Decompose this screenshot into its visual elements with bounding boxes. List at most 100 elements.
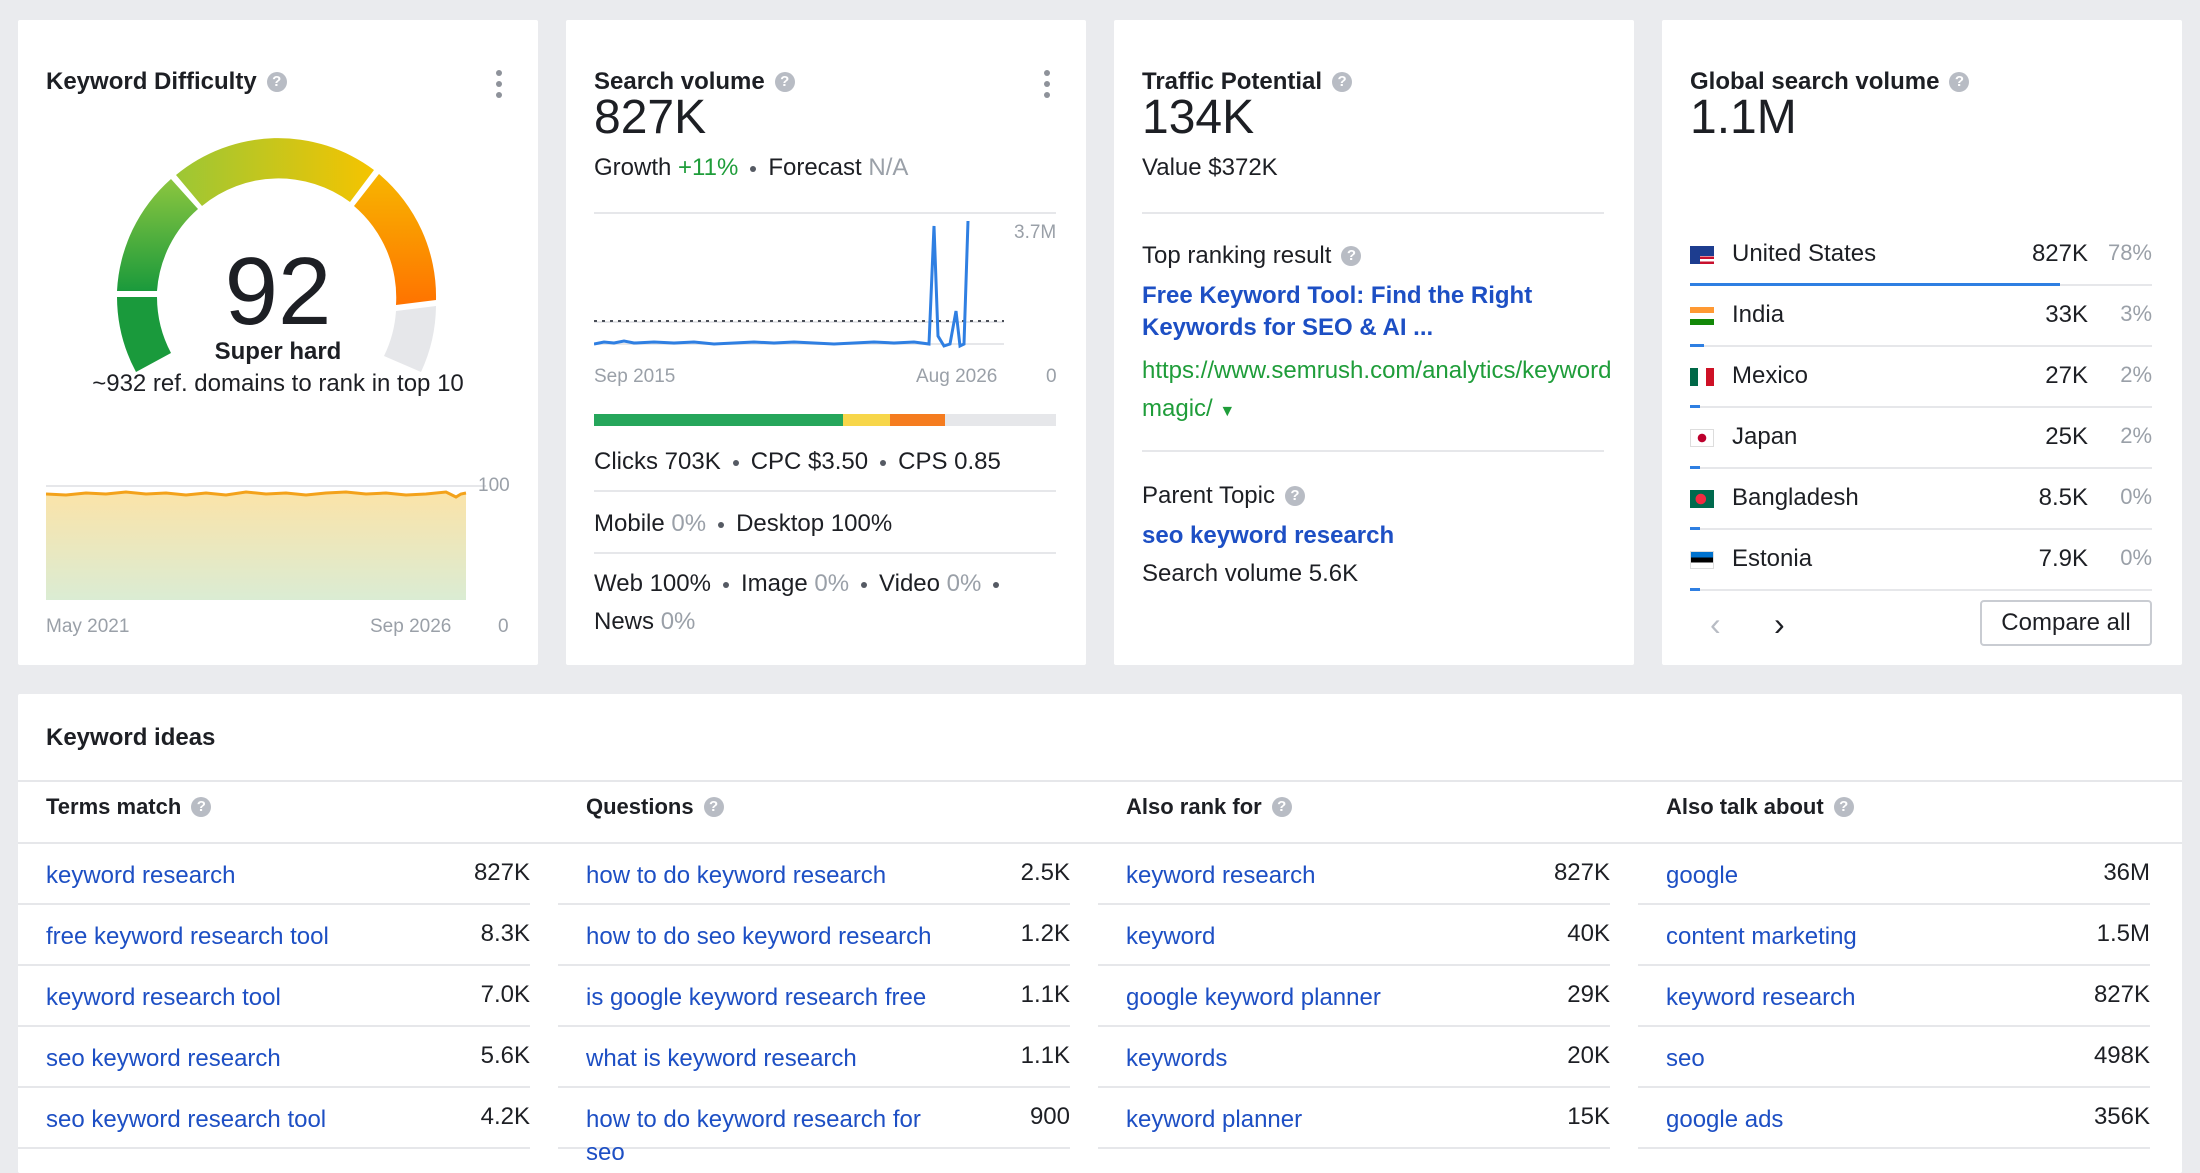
sv-image-value: 0% (814, 570, 850, 597)
tp-value: 134K (1142, 91, 1255, 144)
sv-forecast-value: N/A (868, 154, 909, 181)
tp-parent-volume: Search volume 5.6K (1142, 560, 1359, 587)
tp-top-label: Top ranking result ? (1142, 242, 1362, 270)
gsv-title-text: Global search volume (1690, 68, 1940, 95)
help-icon[interactable]: ? (191, 797, 212, 817)
keyword-ideas-column-header: Terms match? (46, 794, 212, 820)
keyword-idea-row: how to do keyword research for seo 900 (558, 1088, 1070, 1166)
kd-score: 92 (224, 238, 332, 345)
column-header-label: Questions (586, 794, 694, 819)
keyword-difficulty-card: Keyword Difficulty ? 92 Super hard ~932 … (18, 20, 538, 665)
keyword-idea-row: keyword 40K (1098, 905, 1610, 966)
caret-down-icon[interactable]: ▼ (1219, 403, 1236, 420)
tp-title: Traffic Potential ? (1142, 68, 1353, 96)
country-share: 2% (2120, 423, 2152, 448)
country-row[interactable]: Bangladesh 8.5K 0% (1690, 470, 2152, 530)
keyword-idea-volume: 2.5K (1020, 859, 1070, 886)
country-share: 78% (2107, 240, 2152, 265)
keyword-idea-link[interactable]: seo (1666, 1045, 1705, 1072)
keyword-idea-link[interactable]: keyword (1126, 923, 1216, 950)
help-icon[interactable]: ? (774, 72, 795, 92)
kd-axis-min: 0 (498, 616, 509, 637)
kd-axis-start: May 2021 (46, 616, 130, 637)
next-page-icon[interactable]: › (1774, 606, 1785, 642)
keyword-idea-link[interactable]: how to do keyword research (586, 862, 887, 889)
tp-parent-link[interactable]: seo keyword research (1142, 522, 1395, 549)
traffic-potential-card: Traffic Potential ? 134K Value $372K Top… (1114, 20, 1634, 665)
help-icon[interactable]: ? (1833, 797, 1854, 817)
help-icon[interactable]: ? (1284, 486, 1305, 506)
keyword-idea-link[interactable]: google (1666, 862, 1739, 889)
country-row[interactable]: Japan 25K 2% (1690, 409, 2152, 469)
keyword-idea-link[interactable]: keyword research (1126, 862, 1316, 889)
sv-growth-line: Growth +11% Forecast N/A (594, 154, 908, 182)
tp-top-url-text[interactable]: https://www.semrush.com/analytics/keywor… (1142, 357, 1612, 422)
country-row[interactable]: India 33K 3% (1690, 287, 2152, 347)
sv-axis-min: 0 (1046, 366, 1057, 387)
keyword-idea-link[interactable]: is google keyword research free (586, 984, 927, 1011)
country-share: 0% (2120, 484, 2152, 509)
keyword-idea-link[interactable]: google keyword planner (1126, 984, 1381, 1011)
keyword-idea-link[interactable]: seo keyword research tool (46, 1106, 327, 1133)
sv-serp-line: Web 100% Image 0% Video 0% (594, 570, 1011, 598)
country-volume: 7.9K (2038, 545, 2088, 572)
sv-video-value: 0% (946, 570, 982, 597)
country-volume: 27K (2045, 362, 2088, 389)
keyword-idea-volume: 1.1K (1020, 981, 1070, 1008)
help-icon[interactable]: ? (1341, 246, 1362, 266)
compare-all-button[interactable]: Compare all (1980, 600, 2152, 646)
keyword-idea-link[interactable]: keywords (1126, 1045, 1228, 1072)
keyword-idea-link[interactable]: how to do keyword research for seo (586, 1106, 921, 1166)
country-share-bar (1690, 283, 2060, 286)
country-row[interactable]: Estonia 7.9K 0% (1690, 531, 2152, 591)
country-row[interactable]: United States 827K 78% (1690, 226, 2152, 286)
sv-axis-max: 3.7M (1014, 222, 1057, 243)
tp-parent-label: Parent Topic ? (1142, 482, 1305, 510)
help-icon[interactable]: ? (266, 72, 287, 92)
keyword-idea-link[interactable]: keyword planner (1126, 1106, 1303, 1133)
tp-top-url[interactable]: https://www.semrush.com/analytics/keywor… (1142, 352, 1612, 431)
keyword-idea-link[interactable]: keyword research (1666, 984, 1856, 1011)
keyword-idea-link[interactable]: free keyword research tool (46, 923, 329, 950)
keyword-ideas-column-header: Also talk about? (1666, 794, 1854, 820)
keyword-idea-row: keyword research 827K (18, 844, 530, 905)
keyword-idea-volume: 5.6K (480, 1042, 530, 1069)
keyword-idea-link[interactable]: keyword research tool (46, 984, 281, 1011)
country-share-bar (1690, 466, 1700, 469)
sv-growth-value: +11% (678, 154, 739, 181)
help-icon[interactable]: ? (703, 797, 724, 817)
help-icon[interactable]: ? (1332, 72, 1353, 92)
keyword-idea-volume: 7.0K (480, 981, 530, 1008)
keyword-idea-link[interactable]: google ads (1666, 1106, 1784, 1133)
more-options-icon[interactable] (1044, 70, 1050, 98)
keyword-idea-volume: 827K (2093, 981, 2150, 1008)
tp-top-title-link[interactable]: Free Keyword Tool: Find the Right Keywor… (1142, 282, 1533, 341)
prev-page-icon[interactable]: ‹ (1710, 606, 1721, 642)
gsv-title: Global search volume ? (1690, 68, 1970, 96)
flag-mx-icon (1690, 368, 1714, 386)
sv-clicks-line: Clicks 703K CPC $3.50 CPS 0.85 (594, 448, 1001, 476)
keyword-idea-link[interactable]: seo keyword research (46, 1045, 281, 1072)
help-icon[interactable]: ? (1949, 72, 1970, 92)
sv-news-value: 0% (660, 608, 696, 635)
difficulty-gauge (117, 138, 437, 372)
country-share-bar (1690, 405, 1700, 408)
keyword-idea-row: what is keyword research 1.1K (558, 1027, 1070, 1088)
more-options-icon[interactable] (496, 70, 502, 98)
keyword-idea-link[interactable]: what is keyword research (586, 1045, 857, 1072)
flag-ee-icon (1690, 551, 1714, 569)
sv-news-label: News (594, 608, 655, 635)
keyword-idea-volume: 1.5M (2096, 920, 2150, 947)
country-volume: 33K (2045, 301, 2088, 328)
keyword-idea-row: google ads 356K (1638, 1088, 2150, 1149)
keyword-idea-link[interactable]: content marketing (1666, 923, 1857, 950)
sv-web: Web 100% (594, 570, 711, 597)
keyword-idea-link[interactable]: keyword research (46, 862, 236, 889)
keyword-idea-volume: 15K (1567, 1103, 1610, 1130)
kd-title-text: Keyword Difficulty (46, 68, 257, 95)
country-name: Mexico (1732, 362, 1809, 389)
keyword-idea-link[interactable]: how to do seo keyword research (586, 923, 932, 950)
country-row[interactable]: Mexico 27K 2% (1690, 348, 2152, 408)
help-icon[interactable]: ? (1271, 797, 1292, 817)
flag-in-icon (1690, 307, 1714, 325)
